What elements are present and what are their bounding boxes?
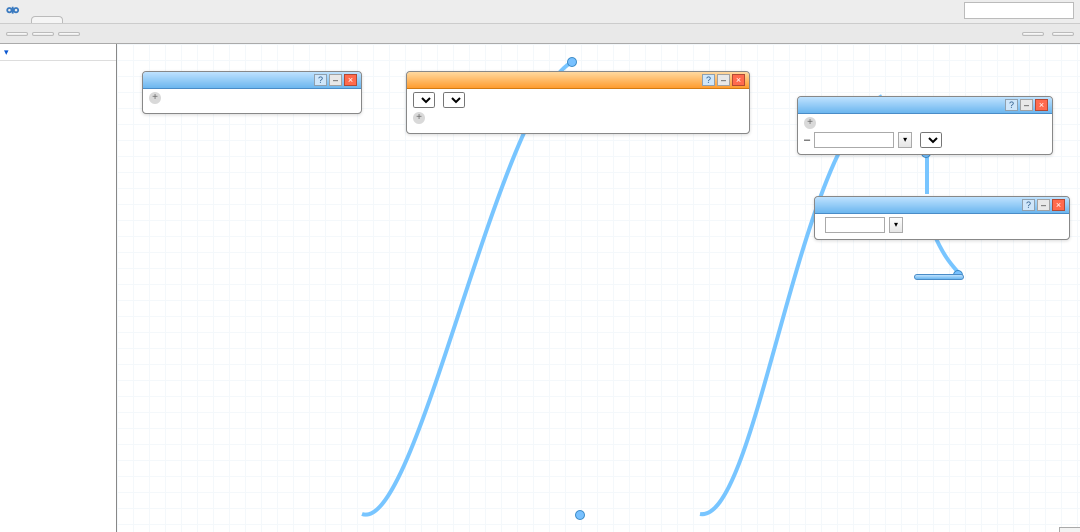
field-picker-icon[interactable]: ▾ <box>898 132 912 148</box>
connection-dot <box>575 510 585 520</box>
close-icon[interactable]: × <box>1035 99 1048 111</box>
minimize-icon[interactable]: – <box>1037 199 1050 211</box>
global-search-input[interactable] <box>964 2 1074 19</box>
module-title[interactable]: ? – × <box>407 72 749 89</box>
help-icon[interactable]: ? <box>702 74 715 86</box>
sort-direction-select[interactable] <box>920 132 942 148</box>
module-unique[interactable]: ? – × ▾ <box>814 196 1070 240</box>
top-tab-bar: ⚮ <box>0 0 1080 24</box>
minimize-icon[interactable]: – <box>1020 99 1033 111</box>
module-filter[interactable]: ? – × + <box>406 71 750 134</box>
sort-field-input[interactable] <box>814 132 894 148</box>
add-icon[interactable]: + <box>804 117 816 129</box>
module-sort[interactable]: ? – × + – ▾ <box>797 96 1053 155</box>
canvas[interactable]: ? – × + ? – × + <box>117 44 1080 532</box>
debugger-bar[interactable] <box>1059 527 1080 532</box>
toolbar <box>0 24 1080 44</box>
unique-row: ▾ <box>821 217 1063 233</box>
collapse-all-button[interactable] <box>58 32 80 36</box>
close-icon[interactable]: × <box>1052 199 1065 211</box>
close-icon[interactable]: × <box>344 74 357 86</box>
add-icon[interactable]: + <box>149 92 161 104</box>
field-picker-icon[interactable]: ▾ <box>889 217 903 233</box>
unique-field-input[interactable] <box>825 217 885 233</box>
module-fetch-feed[interactable]: ? – × + <box>142 71 362 114</box>
close-icon[interactable]: × <box>732 74 745 86</box>
minimize-icon[interactable]: – <box>717 74 730 86</box>
filter-condition-row <box>413 92 743 108</box>
logo: ⚮ <box>0 1 27 23</box>
help-icon[interactable]: ? <box>1022 199 1035 211</box>
module-title[interactable]: ? – × <box>798 97 1052 114</box>
expand-all-button[interactable] <box>32 32 54 36</box>
module-title[interactable]: ? – × <box>143 72 361 89</box>
pipe-output[interactable] <box>914 274 964 280</box>
section-label: + <box>804 117 1046 129</box>
match-mode-select[interactable] <box>443 92 465 108</box>
layout-button[interactable] <box>6 32 28 36</box>
sort-row: – ▾ <box>804 132 1046 148</box>
help-icon[interactable]: ? <box>314 74 327 86</box>
sidebar <box>0 44 117 532</box>
sidebar-sub-favorites[interactable] <box>0 61 116 63</box>
module-title[interactable]: ? – × <box>815 197 1069 214</box>
new-button[interactable] <box>1022 32 1044 36</box>
save-button[interactable] <box>1052 32 1074 36</box>
add-icon[interactable]: + <box>413 112 425 124</box>
connection-dot <box>567 57 577 67</box>
permit-select[interactable] <box>413 92 435 108</box>
section-label: + <box>413 112 743 124</box>
help-icon[interactable]: ? <box>1005 99 1018 111</box>
document-tab[interactable] <box>31 16 63 23</box>
remove-icon[interactable]: – <box>804 134 810 146</box>
minimize-icon[interactable]: – <box>329 74 342 86</box>
sidebar-header-sources[interactable] <box>0 44 116 61</box>
section-label: + <box>149 92 355 104</box>
